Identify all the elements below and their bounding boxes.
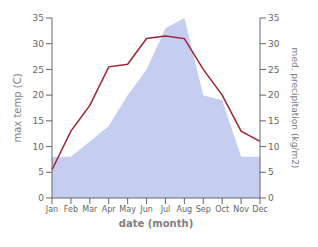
svg-text:Oct: Oct — [215, 205, 229, 214]
svg-text:10: 10 — [268, 142, 280, 152]
svg-text:5: 5 — [268, 167, 274, 177]
svg-text:30: 30 — [33, 39, 45, 49]
svg-text:Dec: Dec — [252, 205, 267, 214]
svg-text:Apr: Apr — [102, 205, 117, 214]
svg-text:med. precipitation (kg/m2): med. precipitation (kg/m2) — [290, 48, 300, 169]
svg-text:15: 15 — [268, 116, 279, 126]
svg-text:Jun: Jun — [139, 205, 153, 214]
svg-text:Jan: Jan — [45, 205, 58, 214]
svg-text:35: 35 — [33, 13, 44, 23]
svg-text:20: 20 — [33, 90, 45, 100]
svg-text:5: 5 — [38, 167, 44, 177]
svg-text:Feb: Feb — [64, 205, 78, 214]
svg-text:Sep: Sep — [196, 205, 211, 214]
svg-text:25: 25 — [33, 65, 44, 75]
svg-text:Mar: Mar — [82, 205, 98, 214]
svg-text:max temp (C): max temp (C) — [12, 73, 23, 142]
svg-text:15: 15 — [33, 116, 44, 126]
svg-text:May: May — [119, 205, 136, 214]
svg-text:Jul: Jul — [160, 205, 171, 214]
svg-text:10: 10 — [33, 142, 45, 152]
svg-text:30: 30 — [268, 39, 280, 49]
svg-text:20: 20 — [268, 90, 280, 100]
svg-text:25: 25 — [268, 65, 279, 75]
svg-text:Nov: Nov — [233, 205, 249, 214]
svg-text:0: 0 — [268, 193, 274, 203]
svg-text:Aug: Aug — [177, 205, 193, 214]
svg-text:35: 35 — [268, 13, 279, 23]
svg-text:date (month): date (month) — [119, 218, 193, 229]
svg-text:0: 0 — [38, 193, 44, 203]
